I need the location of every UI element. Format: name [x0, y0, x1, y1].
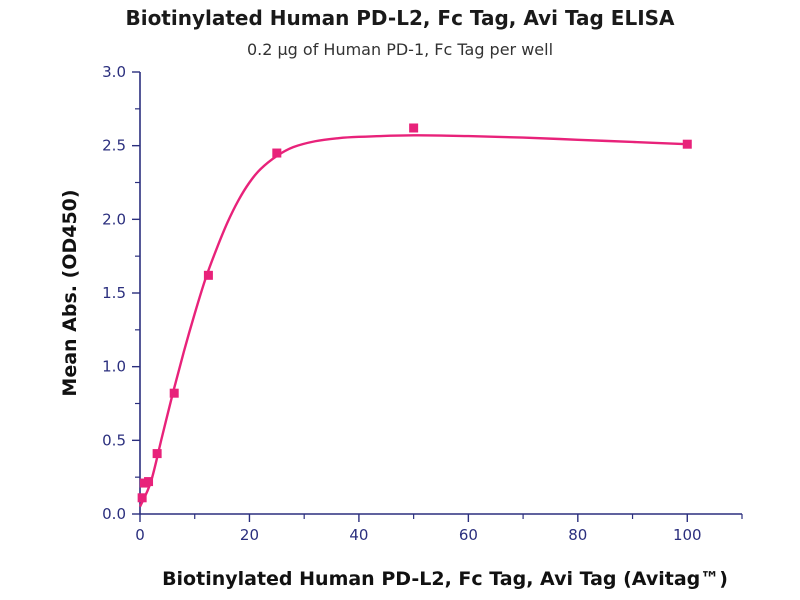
- tick-labels: 0 20 40 60 80 100 0.0 0.5 1.0 1.5 2.0 2.5 3.0: [102, 63, 701, 544]
- tick-marks: [132, 71, 743, 522]
- data-point: [203, 270, 213, 280]
- chart-subtitle: 0.2 µg of Human PD-1, Fc Tag per well: [246, 40, 554, 59]
- x-tick-label: 0: [135, 526, 145, 544]
- x-tick-label: 20: [240, 526, 259, 544]
- data-point: [152, 449, 162, 459]
- y-tick-label: 2.0: [102, 210, 126, 228]
- y-tick-label: 0.5: [102, 431, 126, 449]
- axes: [139, 72, 742, 515]
- data-point: [409, 123, 419, 133]
- data-point: [137, 493, 147, 503]
- x-tick-label: 100: [673, 526, 702, 544]
- y-tick-label: 3.0: [102, 63, 126, 81]
- y-tick-label: 1.5: [102, 284, 126, 302]
- data-point: [682, 139, 692, 149]
- x-axis-title: Biotinylated Human PD-L2, Fc Tag, Avi Ta…: [162, 568, 728, 590]
- data-point: [144, 477, 154, 487]
- fit-curve-layer: [138, 134, 688, 508]
- data-points-layer: [137, 123, 692, 503]
- y-tick-label: 1.0: [102, 358, 126, 376]
- y-tick-label: 2.5: [102, 137, 126, 155]
- data-point: [272, 148, 282, 158]
- x-tick-label: 40: [349, 526, 368, 544]
- data-point: [169, 388, 179, 398]
- y-tick-label: 0.0: [102, 505, 126, 523]
- fit-curve: [138, 134, 688, 508]
- y-axis-title: Mean Abs. (OD450): [59, 189, 81, 396]
- x-tick-label: 60: [459, 526, 478, 544]
- x-tick-label: 80: [568, 526, 587, 544]
- chart-title: Biotinylated Human PD-L2, Fc Tag, Avi Ta…: [125, 6, 675, 30]
